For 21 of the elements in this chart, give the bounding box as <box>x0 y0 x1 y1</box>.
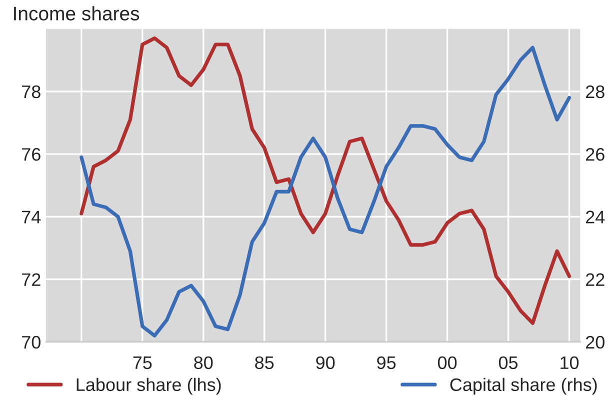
y-tick-label: 76 <box>22 148 40 161</box>
chart-title: Income shares <box>14 6 140 20</box>
x-tick-label: 05 <box>498 356 518 370</box>
y2-tick-label: 24 <box>586 210 605 224</box>
y-tick-label: 70 <box>22 336 40 349</box>
x-tick-label: 10 <box>560 356 579 370</box>
y2-tick-label: 20 <box>586 336 604 349</box>
y-tick-label: 72 <box>22 273 40 286</box>
x-tick-label: 00 <box>438 356 457 370</box>
x-tick-label: 75 <box>133 356 152 370</box>
y2-tick-label: 26 <box>586 148 604 161</box>
legend-label: Capital share (rhs) <box>450 378 597 395</box>
legend-label: Labour share (lhs) <box>76 378 221 395</box>
y-tick-label: 74 <box>22 210 41 224</box>
y2-tick-label: 28 <box>586 85 604 98</box>
x-tick-label: 80 <box>194 356 213 370</box>
x-tick-label: 90 <box>316 356 335 370</box>
x-tick-label: 95 <box>377 356 396 370</box>
y2-tick-label: 22 <box>586 273 604 286</box>
x-tick-label: 85 <box>255 356 274 370</box>
y-tick-label: 78 <box>22 85 40 98</box>
